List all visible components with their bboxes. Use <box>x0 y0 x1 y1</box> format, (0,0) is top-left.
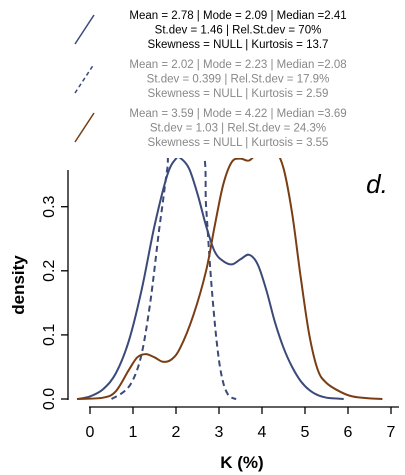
series-line-3 <box>77 158 383 400</box>
legend-swatch-3 <box>74 112 95 143</box>
x-tick-label: 2 <box>172 424 181 441</box>
legend-text-line: Mean = 2.78 | Mode = 2.09 | Median =2.41 <box>129 10 346 22</box>
plot-area: 0 1 2 3 4 5 6 7 0.0 0.1 0.2 0.3 d. K (%) density <box>9 158 399 472</box>
x-tick-label: 7 <box>387 424 396 441</box>
series-line-2 <box>110 158 237 400</box>
legend-swatch-2 <box>74 63 95 94</box>
panel-label: d. <box>366 169 388 199</box>
series-line-1 <box>76 158 344 400</box>
legend-text-line: St.dev = 1.03 | Rel.St.dev = 24.3% <box>150 123 326 135</box>
x-tick-label: 1 <box>129 424 138 441</box>
x-axis-title: K (%) <box>220 453 263 472</box>
legend-text-line: Skewness = NULL | Kurtosis = 13.7 <box>148 39 329 51</box>
x-tick-label: 6 <box>344 424 353 441</box>
y-tick-label: 0.0 <box>41 388 58 410</box>
legend-text-line: Skewness = NULL | Kurtosis = 2.59 <box>148 88 329 100</box>
legend-text-line: Mean = 3.59 | Mode = 4.22 | Median =3.69 <box>129 108 346 120</box>
y-tick-label: 0.1 <box>41 324 58 346</box>
y-ticks: 0.0 0.1 0.2 0.3 <box>41 195 68 410</box>
series-layer <box>76 158 383 400</box>
y-axis-title: density <box>9 255 28 315</box>
legend-text-line: St.dev = 1.46 | Rel.St.dev = 70% <box>155 25 322 37</box>
legend: Mean = 2.78 | Mode = 2.09 | Median =2.41… <box>74 10 347 149</box>
legend-text-line: Mean = 2.02 | Mode = 2.23 | Median =2.08 <box>129 59 346 71</box>
x-tick-label: 3 <box>215 424 224 441</box>
legend-swatch-1 <box>74 14 95 45</box>
y-tick-label: 0.2 <box>41 260 58 282</box>
x-tick-label: 5 <box>301 424 310 441</box>
x-ticks: 0 1 2 3 4 5 6 7 <box>86 407 396 441</box>
y-tick-label: 0.3 <box>41 195 58 217</box>
legend-text-line: St.dev = 0.399 | Rel.St.dev = 17.9% <box>147 74 330 86</box>
legend-text-line: Skewness = NULL | Kurtosis = 3.55 <box>148 137 329 149</box>
x-tick-label: 4 <box>258 424 267 441</box>
x-tick-label: 0 <box>86 424 95 441</box>
